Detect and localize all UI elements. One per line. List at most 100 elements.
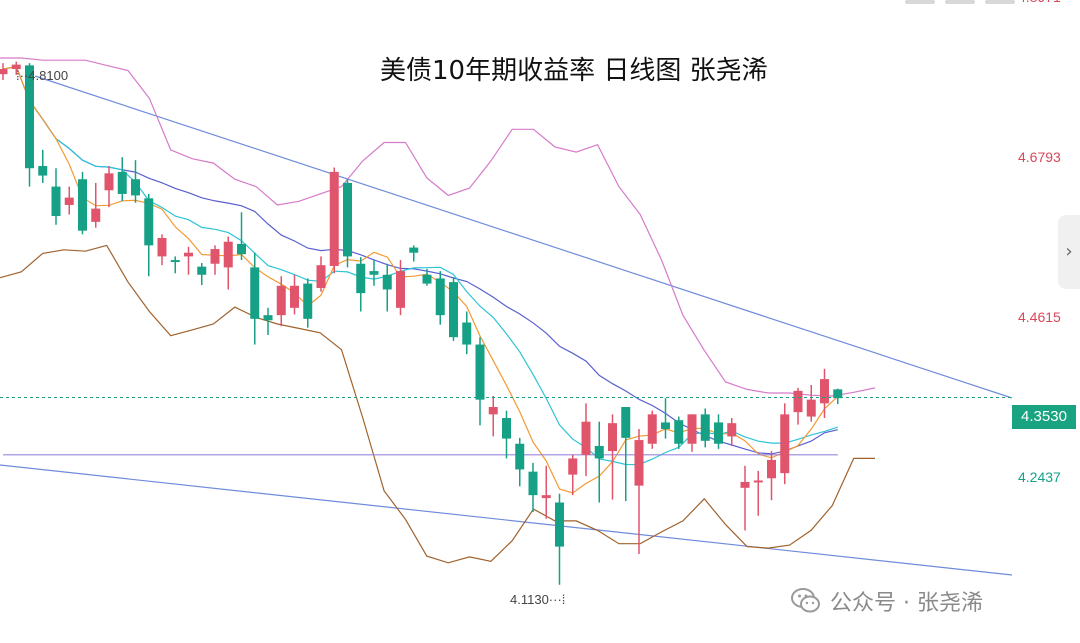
- candle-body: [25, 65, 34, 169]
- candle-body: [528, 471, 538, 496]
- bollinger-lower: [0, 244, 875, 564]
- candle: [329, 167, 339, 274]
- candle-body: [356, 263, 366, 294]
- candle-body: [11, 64, 21, 70]
- candle-body: [117, 171, 127, 194]
- candle-body: [263, 315, 273, 321]
- candle-body: [541, 495, 551, 499]
- high-marker: ⁞··: [16, 68, 29, 83]
- candle: [91, 182, 101, 228]
- watermark-text: 公众号 · 张尧浠: [830, 591, 983, 616]
- candle: [435, 271, 445, 325]
- candle-body: [767, 459, 776, 479]
- candle: [369, 260, 379, 286]
- candle-body: [290, 285, 299, 308]
- candle: [11, 61, 21, 75]
- candle-body: [197, 266, 207, 275]
- candle: [210, 245, 220, 275]
- candle-body: [78, 179, 87, 231]
- high-annotation: ⁞··4.8100: [16, 68, 68, 83]
- candle: [131, 160, 140, 203]
- candle: [541, 465, 551, 519]
- candle-body: [131, 179, 140, 196]
- candle: [25, 63, 34, 187]
- candle: [290, 274, 299, 315]
- candle: [276, 276, 286, 327]
- candle: [449, 276, 458, 341]
- candle-body: [621, 407, 631, 438]
- candle: [568, 454, 578, 496]
- candle-body: [329, 171, 339, 266]
- candle: [409, 245, 419, 262]
- candle: [488, 395, 498, 437]
- candle: [51, 168, 61, 225]
- candle-body: [0, 69, 8, 75]
- y-tick-label: 4.4615: [1018, 308, 1061, 325]
- candle: [740, 465, 750, 531]
- candle: [581, 403, 591, 477]
- candle-body: [409, 247, 419, 253]
- candle: [727, 418, 737, 446]
- candle: [78, 171, 87, 235]
- candle-body: [91, 208, 101, 222]
- candle: [806, 384, 816, 422]
- ma-fast-line: [2, 66, 839, 494]
- candle-body: [276, 285, 286, 316]
- chevron-right-icon[interactable]: ›: [1058, 215, 1080, 289]
- low-marker: ···⁞: [548, 592, 566, 607]
- candle-body: [661, 422, 670, 430]
- candle: [343, 179, 352, 268]
- candle: [753, 470, 763, 516]
- candle: [820, 368, 829, 419]
- candle: [647, 410, 657, 449]
- candle: [634, 429, 644, 554]
- candle: [700, 408, 710, 448]
- candle-body: [462, 322, 472, 345]
- candle: [608, 414, 617, 500]
- ma-mid-line: [2, 66, 838, 466]
- candle-body: [184, 252, 193, 257]
- candle: [144, 193, 154, 277]
- candle-body: [343, 182, 352, 257]
- candle: [396, 260, 405, 316]
- candle-body: [316, 265, 326, 288]
- candle-body: [647, 414, 657, 444]
- candle-body: [515, 443, 525, 470]
- candle-body: [51, 186, 61, 216]
- candle: [528, 462, 538, 513]
- candle-body: [64, 197, 74, 205]
- candle: [780, 403, 790, 485]
- candle-body: [422, 274, 432, 284]
- candle-body: [727, 423, 737, 437]
- candle: [117, 157, 127, 202]
- candle-body: [144, 198, 154, 246]
- candle-body: [568, 458, 578, 475]
- toolbar-tabs: [905, 0, 1015, 4]
- resistance-trendline: [34, 75, 1013, 399]
- candle-body: [38, 166, 48, 176]
- low-annotation: 4.1130···⁞: [510, 592, 565, 607]
- candle: [687, 414, 697, 452]
- trendlines: [0, 75, 1013, 576]
- candle-body: [475, 344, 485, 400]
- candle-body: [634, 440, 644, 486]
- high-annotation-value: 4.8100: [28, 68, 69, 83]
- candle-body: [833, 389, 843, 399]
- candle-body: [780, 414, 790, 474]
- candle-body: [753, 480, 763, 483]
- candle-body: [820, 379, 829, 404]
- candle: [621, 407, 631, 502]
- candle-body: [714, 422, 723, 444]
- candle-body: [594, 445, 604, 459]
- candle: [303, 278, 313, 328]
- candle: [250, 252, 260, 345]
- candle-body: [674, 420, 684, 444]
- candle-body: [369, 271, 379, 275]
- candle-body: [157, 238, 167, 257]
- candle: [157, 234, 167, 266]
- candle-body: [435, 278, 445, 316]
- support-trendline: [0, 464, 1013, 576]
- bollinger-upper: [0, 57, 876, 397]
- candle: [661, 398, 670, 439]
